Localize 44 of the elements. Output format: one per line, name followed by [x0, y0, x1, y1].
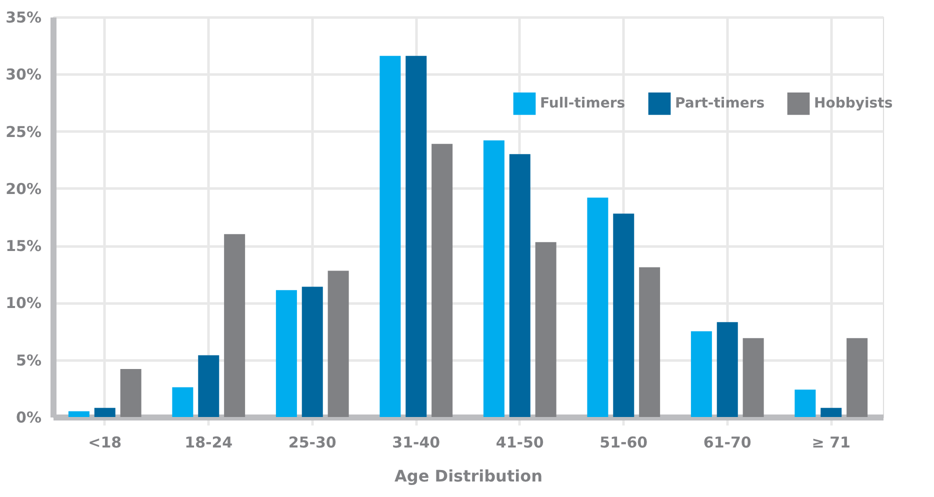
- bar: [716, 322, 738, 417]
- x-tick-label: <18: [88, 434, 122, 452]
- y-tick-label: 15%: [6, 237, 42, 256]
- bar: [587, 198, 608, 417]
- x-tick-label: 51-60: [600, 434, 648, 452]
- bar: [94, 408, 116, 417]
- bar: [742, 338, 764, 417]
- bar: [483, 140, 504, 417]
- y-tick-label: 10%: [6, 294, 42, 312]
- bar: [276, 290, 297, 417]
- legend-label: Hobbyists: [814, 96, 893, 112]
- y-tick-label: 5%: [16, 351, 42, 370]
- y-tick-label: 0%: [16, 408, 42, 426]
- y-tick-label: 30%: [6, 66, 42, 84]
- x-tick-label: 61-70: [703, 434, 752, 452]
- bar: [224, 234, 246, 417]
- y-tick-label: 35%: [6, 8, 42, 26]
- bar: [406, 56, 427, 417]
- bar: [639, 267, 660, 417]
- x-tick-label: 31-40: [392, 434, 440, 452]
- legend-label: Full-timers: [540, 96, 626, 112]
- bar: [820, 408, 842, 417]
- bar: [380, 56, 401, 417]
- x-tick-label: 41-50: [496, 434, 544, 452]
- bar: [172, 387, 194, 417]
- legend-label: Part-timers: [675, 96, 765, 112]
- bar: [432, 144, 453, 417]
- x-tick-label: 25-30: [288, 434, 336, 452]
- bar: [120, 369, 142, 417]
- bar: [690, 331, 712, 417]
- bar: [302, 286, 323, 417]
- bar: [794, 390, 816, 417]
- bar: [328, 270, 349, 417]
- y-tick-label: 20%: [6, 180, 42, 198]
- x-tick-label: 18-24: [184, 434, 233, 452]
- bar: [535, 242, 556, 417]
- bar: [846, 338, 868, 417]
- x-tick-label: ≥ 71: [812, 434, 850, 452]
- y-tick-label: 25%: [6, 122, 42, 141]
- bar: [198, 355, 220, 417]
- bar: [68, 411, 90, 417]
- bar: [509, 154, 530, 417]
- bar: [613, 214, 634, 417]
- x-axis-title: Age Distribution: [394, 466, 542, 486]
